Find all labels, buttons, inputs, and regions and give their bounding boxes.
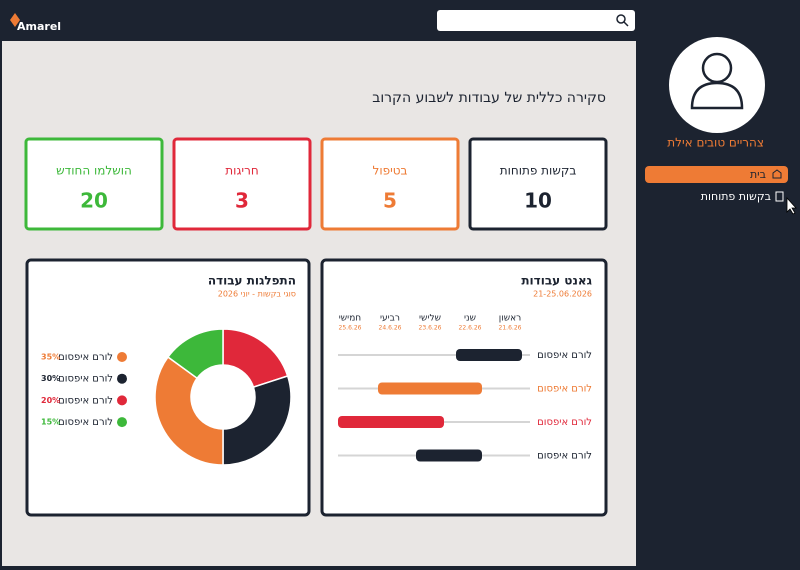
legend-swatch	[117, 373, 127, 384]
day-name: ראשון	[499, 314, 521, 324]
card-label: הושלמו החודש	[56, 164, 132, 178]
panel-subtitle: סוגי בקשות - יוני 2026	[218, 290, 296, 299]
doc-icon	[775, 191, 784, 202]
legend-value: 15%	[41, 418, 60, 427]
legend-value: 35%	[41, 353, 60, 362]
legend-value: 20%	[41, 396, 60, 405]
day-name: שני	[464, 314, 476, 324]
avatar-body	[690, 81, 744, 110]
page-title: סקירה כללית של עבודות לשבוע הקרוב	[372, 90, 606, 106]
donut-segment	[222, 375, 292, 466]
menu-item[interactable]: בקשות פתוחות	[701, 190, 771, 203]
logo-icon	[10, 13, 20, 27]
day-date: 23.6.26	[419, 325, 442, 332]
card-label: חריגות	[225, 164, 258, 178]
search-icon[interactable]	[616, 14, 626, 24]
gantt-bar	[416, 449, 482, 462]
gantt-bar	[378, 382, 482, 395]
legend-swatch	[117, 417, 127, 428]
card-value: 5	[383, 189, 397, 213]
avatar[interactable]	[669, 37, 765, 133]
legend-label: לורם איפסום	[58, 352, 113, 363]
search-box[interactable]	[437, 10, 635, 31]
task-label: לורם איפסום	[537, 451, 592, 462]
legend-value: 30%	[41, 374, 60, 383]
panel-title: התפלגות עבודה	[208, 274, 296, 288]
day-date: 21.6.26	[499, 325, 522, 332]
panel-title: גאנט עבודות	[521, 274, 592, 288]
gantt-bar	[456, 349, 522, 361]
card[interactable]	[468, 137, 608, 231]
task-label: לורם איפסום	[537, 350, 592, 361]
legend-label: לורם איפסום	[58, 417, 113, 428]
menu-item[interactable]: בית	[750, 168, 766, 181]
day-name: חמישי	[339, 314, 362, 324]
card-value: 3	[235, 189, 249, 213]
card[interactable]	[24, 137, 164, 231]
day-date: 22.6.26	[459, 325, 482, 332]
search-icon-handle	[623, 21, 629, 27]
card-value: 10	[524, 189, 552, 213]
logo[interactable]: Amarel	[17, 20, 61, 33]
legend-label: לורם איפסום	[58, 395, 113, 406]
gantt-bar	[338, 416, 444, 428]
card-value: 20	[80, 189, 108, 213]
card[interactable]	[320, 137, 460, 231]
task-label: לורם איפסום	[537, 384, 592, 395]
donut-segment	[154, 355, 224, 466]
card-label: בטיפול	[373, 164, 408, 178]
home-icon	[772, 169, 782, 179]
task-label: לורם איפסום	[537, 417, 592, 428]
greeting: צהריים טובים אילת	[667, 136, 764, 150]
day-date: 25.6.26	[339, 325, 362, 332]
legend-label: לורם איפסום	[58, 374, 113, 385]
card[interactable]	[172, 137, 312, 231]
cursor	[786, 196, 797, 215]
day-name: רביעי	[380, 314, 400, 324]
menu-active[interactable]	[645, 166, 788, 183]
card-label: בקשות פתוחות	[500, 164, 577, 178]
legend-swatch	[117, 352, 127, 362]
day-name: שלישי	[419, 314, 441, 324]
legend-swatch	[117, 395, 127, 406]
day-date: 24.6.26	[379, 325, 402, 332]
donut-segment	[166, 328, 224, 380]
panel-subtitle: 21-25.06.2026	[533, 290, 592, 299]
